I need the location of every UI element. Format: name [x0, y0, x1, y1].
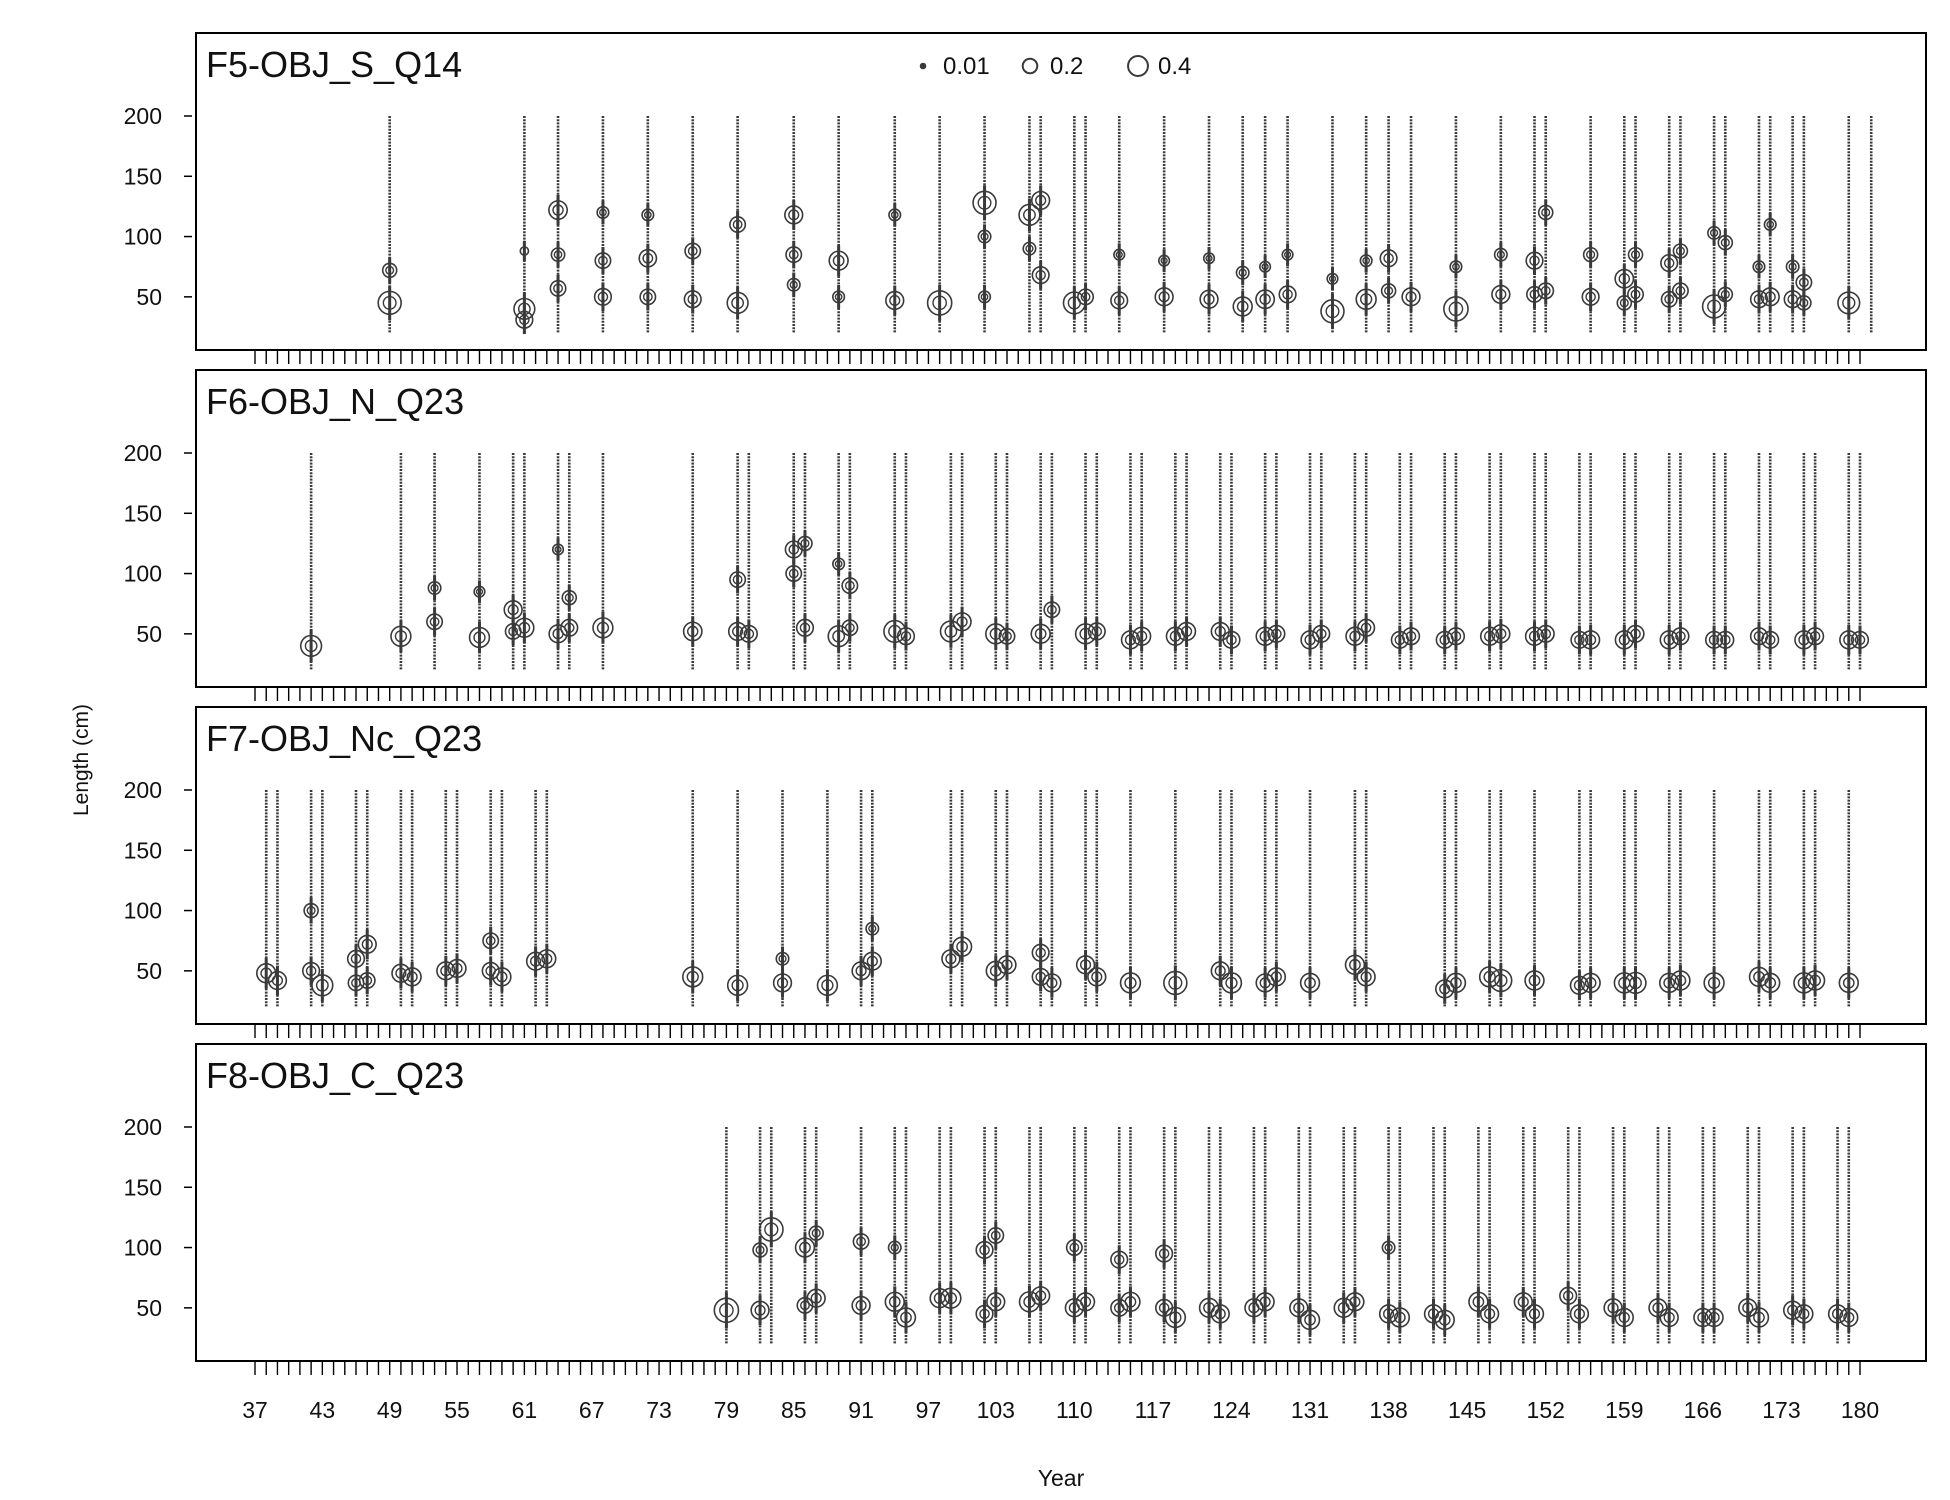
y-tick-label: 100 [124, 898, 162, 924]
panel-title: F8-OBJ_C_Q23 [206, 1055, 464, 1096]
panel-title: F6-OBJ_N_Q23 [206, 381, 464, 422]
x-tick-label: 37 [242, 1397, 268, 1423]
panels-group: F5-OBJ_S_Q14 50 100 150 200 F6-OBJ_N_Q23 50 100… [124, 32, 1927, 1423]
x-tick-label: 159 [1605, 1397, 1643, 1423]
y-tick-label: 100 [124, 1235, 162, 1261]
legend-bubble [1127, 55, 1149, 77]
x-tick-label: 180 [1841, 1397, 1879, 1423]
x-tick-label: 103 [977, 1397, 1015, 1423]
panel-title: F7-OBJ_Nc_Q23 [206, 718, 482, 759]
x-tick-label: 49 [377, 1397, 403, 1423]
panel-title: F5-OBJ_S_Q14 [206, 44, 462, 85]
x-minor-ticks [254, 1362, 1861, 1375]
panel-F8-OBJ_C_Q23: F8-OBJ_C_Q23 50 100 150 200 [124, 1043, 1927, 1375]
x-tick-label: 67 [579, 1397, 605, 1423]
panel-F5-OBJ_S_Q14: F5-OBJ_S_Q14 50 100 150 200 [124, 32, 1927, 364]
bubbles [377, 185, 1861, 335]
y-tick-label: 200 [124, 103, 162, 129]
x-tick-label: 110 [1056, 1397, 1093, 1423]
x-tick-labels: 37 43 49 55 61 67 73 79 85 91 97 103 110 117 124 131 138… [242, 1397, 1879, 1423]
y-tick-label: 50 [136, 284, 162, 310]
legend-label: 0.4 [1158, 53, 1191, 80]
y-tick-label: 150 [124, 837, 162, 863]
x-tick-label: 145 [1448, 1397, 1486, 1423]
y-tick-label: 50 [136, 958, 162, 984]
panel-frame [195, 32, 1927, 351]
bubbles [713, 1211, 1859, 1336]
x-tick-label: 124 [1212, 1397, 1251, 1423]
x-tick-label: 117 [1135, 1397, 1172, 1423]
y-axis-label: Length (cm) [70, 704, 93, 816]
x-tick-label: 79 [714, 1397, 740, 1423]
y-tick-label: 50 [136, 1295, 162, 1321]
y-tick-label: 200 [124, 1114, 162, 1140]
x-tick-label: 85 [781, 1397, 807, 1423]
x-tick-label: 166 [1684, 1397, 1722, 1423]
x-axis-label: Year [1038, 1465, 1085, 1491]
y-tick-label: 150 [124, 500, 162, 526]
panel-frame [195, 706, 1927, 1025]
x-tick-label: 97 [916, 1397, 942, 1423]
x-tick-label: 138 [1369, 1397, 1407, 1423]
x-tick-label: 43 [310, 1397, 336, 1423]
bubbles [256, 897, 1859, 1004]
y-tick-label: 100 [124, 561, 162, 587]
legend-bubble [919, 62, 927, 70]
x-tick-label: 61 [512, 1397, 538, 1423]
legend: 0.01 0.2 0.4 [919, 53, 1191, 80]
year-stems [264, 790, 1851, 1007]
x-tick-label: 152 [1527, 1397, 1565, 1423]
x-tick-label: 73 [646, 1397, 672, 1423]
x-minor-ticks [254, 1025, 1861, 1038]
panel-frame [195, 369, 1927, 688]
y-tick-label: 200 [124, 777, 162, 803]
panel-frame [195, 1043, 1927, 1362]
x-tick-label: 91 [848, 1397, 874, 1423]
legend-bubble [1021, 57, 1039, 75]
y-tick-label: 200 [124, 440, 162, 466]
panel-F6-OBJ_N_Q23: F6-OBJ_N_Q23 50 100 150 200 [124, 369, 1927, 701]
y-tick-label: 150 [124, 1174, 162, 1200]
x-tick-label: 55 [444, 1397, 470, 1423]
legend-label: 0.01 [943, 53, 990, 80]
y-tick-label: 50 [136, 621, 162, 647]
y-tick-label: 100 [124, 224, 162, 250]
x-tick-label: 131 [1291, 1397, 1329, 1423]
legend-label: 0.2 [1050, 53, 1083, 80]
year-stems [388, 116, 1873, 333]
x-tick-label: 173 [1762, 1397, 1800, 1423]
bubbles [299, 530, 1870, 663]
x-minor-ticks [254, 688, 1861, 701]
panel-F7-OBJ_Nc_Q23: F7-OBJ_Nc_Q23 50 100 150 200 [124, 706, 1927, 1038]
x-minor-ticks [254, 351, 1861, 364]
y-tick-label: 150 [124, 163, 162, 189]
